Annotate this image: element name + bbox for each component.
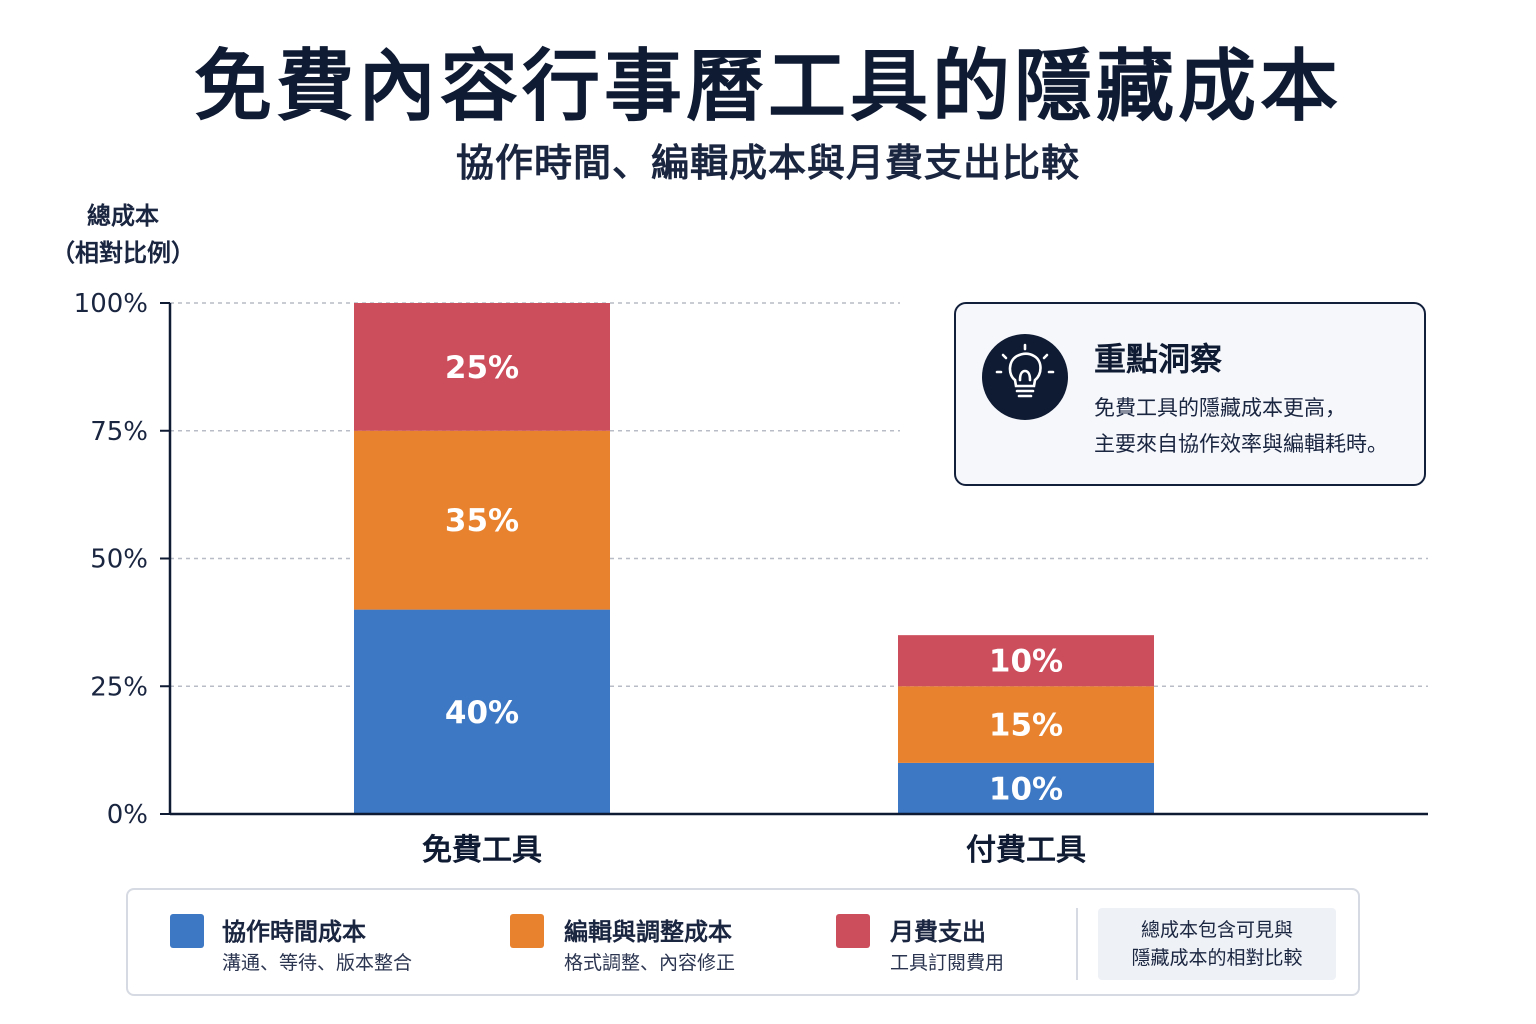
- y-tick-label: 25%: [90, 672, 148, 702]
- legend-label-collab: 協作時間成本: [222, 918, 366, 946]
- bar-segment: [354, 303, 610, 431]
- legend: 協作時間成本 溝通、等待、版本整合 編輯與調整成本 格式調整、內容修正 月費支出…: [126, 888, 1360, 996]
- insight-title: 重點洞察: [1094, 340, 1223, 378]
- data-label: 40%: [445, 695, 519, 731]
- y-axis-label-line2: （相對比例）: [51, 239, 195, 267]
- y-tick-label: 100%: [74, 289, 148, 319]
- data-label: 25%: [445, 350, 519, 386]
- x-category-label: 免費工具: [422, 833, 542, 868]
- bar-layer: [354, 303, 1154, 814]
- insight-line-2: 主要來自協作效率與編輯耗時。: [1094, 432, 1388, 456]
- bar-segment: [898, 686, 1154, 763]
- legend-label-fee: 月費支出: [890, 918, 986, 946]
- legend-desc-edit: 格式調整、內容修正: [564, 952, 736, 974]
- y-tick-label: 50%: [90, 545, 148, 575]
- insight-box: 重點洞察 免費工具的隱藏成本更高， 主要來自協作效率與編輯耗時。: [954, 302, 1426, 486]
- legend-note-line2: 隱藏成本的相對比較: [1131, 947, 1303, 969]
- data-label: 15%: [989, 708, 1063, 744]
- legend-swatch-collab: [170, 914, 204, 948]
- lightbulb-icon: [982, 334, 1068, 420]
- chart-subtitle: 協作時間、編輯成本與月費支出比較: [455, 141, 1080, 185]
- y-tick-label: 0%: [107, 800, 148, 830]
- legend-note-line1: 總成本包含可見與: [1140, 919, 1293, 941]
- legend-swatch-edit: [510, 914, 544, 948]
- data-label: 10%: [989, 771, 1063, 807]
- legend-swatch-fee: [836, 914, 870, 948]
- stacked-bar-chart: 0% 25% 50% 75% 100% 免費工具 付費工具 40% 35% 25% 10% 15% 1…: [74, 289, 1428, 868]
- data-label: 10%: [989, 644, 1063, 680]
- y-axis-label: 總成本 （相對比例）: [48, 198, 198, 272]
- insight-line-1: 免費工具的隱藏成本更高，: [1094, 396, 1346, 420]
- legend-label-edit: 編輯與調整成本: [564, 918, 732, 946]
- bar-segment: [898, 635, 1154, 687]
- data-label: 35%: [445, 503, 519, 539]
- legend-desc-collab: 溝通、等待、版本整合: [222, 952, 413, 974]
- legend-divider: [1076, 908, 1078, 980]
- x-category-label: 付費工具: [966, 833, 1086, 868]
- chart-title: 免費內容行事曆工具的隱藏成本: [193, 42, 1342, 132]
- y-axis-label-line1: 總成本: [87, 202, 159, 230]
- bar-segment: [354, 430, 610, 610]
- legend-note: 總成本包含可見與 隱藏成本的相對比較: [1098, 908, 1336, 980]
- legend-desc-fee: 工具訂閱費用: [890, 952, 1005, 974]
- axis-layer: 0% 25% 50% 75% 100% 免費工具 付費工具: [74, 289, 1428, 868]
- bar-segment: [354, 609, 610, 814]
- bar-segment: [898, 762, 1154, 814]
- label-layer: 40% 35% 25% 10% 15% 10%: [445, 350, 1063, 808]
- y-tick-label: 75%: [90, 417, 148, 447]
